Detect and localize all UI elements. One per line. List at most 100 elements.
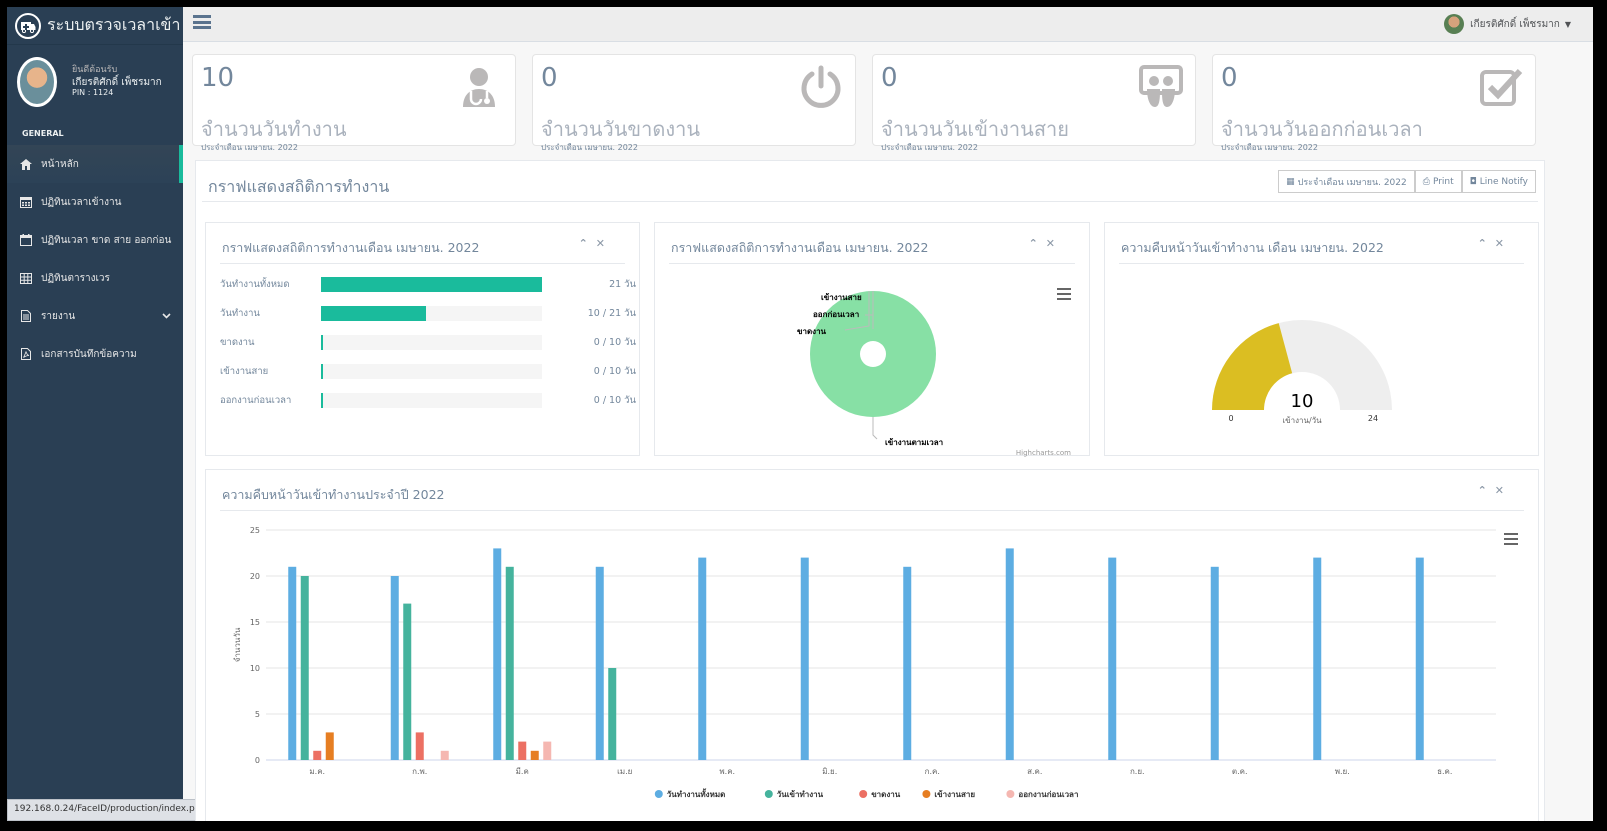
chart-menu-icon[interactable]: [1504, 533, 1518, 548]
legend-label[interactable]: เข้างานสาย: [934, 789, 975, 799]
bar[interactable]: [493, 548, 502, 760]
pie-label: ออกก่อนเวลา: [813, 310, 859, 319]
collapse-icon[interactable]: ⌃: [1028, 237, 1038, 250]
bar[interactable]: [415, 732, 424, 760]
legend-label[interactable]: วันทำงานทั้งหมด: [667, 788, 726, 799]
tile-sub: ประจำเดือน เมษายน. 2022: [881, 143, 978, 152]
tile-label: จำนวนวันออกก่อนเวลา: [1221, 117, 1423, 141]
bar[interactable]: [1210, 566, 1219, 760]
bar[interactable]: [608, 668, 617, 760]
tile-count: 0: [881, 63, 898, 93]
file-icon: [19, 310, 33, 322]
legend-label[interactable]: ออกงานก่อนเวลา: [1018, 790, 1078, 799]
legend-label[interactable]: ขาดงาน: [871, 790, 901, 799]
calendar-icon: ▦: [1286, 176, 1295, 187]
legend-marker[interactable]: [1006, 790, 1015, 798]
sidebar-item-label: ปฏิทินตารางเวร: [41, 272, 110, 284]
sidebar-item-absence-calendar[interactable]: ปฏิทินเวลา ขาด สาย ออกก่อน: [7, 221, 183, 259]
bar[interactable]: [390, 576, 399, 760]
bar[interactable]: [325, 732, 334, 760]
progress-value: 10 / 21 วัน: [587, 308, 636, 319]
check-square-icon: [1479, 65, 1523, 109]
sidebar-item-checkin-calendar[interactable]: ปฏิทินเวลาเข้างาน: [7, 183, 183, 221]
pie-hole: [860, 341, 886, 367]
menu-toggle-icon[interactable]: [193, 15, 211, 29]
progress-value: 0 / 10 วัน: [593, 395, 636, 406]
progress-fill: [321, 393, 323, 408]
bar[interactable]: [1313, 557, 1322, 760]
close-icon[interactable]: ✕: [1045, 237, 1055, 250]
close-icon[interactable]: ✕: [1494, 237, 1504, 250]
legend-marker[interactable]: [654, 790, 663, 798]
box-title: ความคืบหน้าวันเข้าทำงาน เดือน เมษายน. 20…: [1121, 240, 1384, 255]
legend-marker[interactable]: [859, 790, 868, 798]
bar[interactable]: [1005, 548, 1014, 760]
sidebar-item-home[interactable]: หน้าหลัก: [7, 145, 183, 183]
bar[interactable]: [288, 566, 297, 760]
line-notify-button[interactable]: ◘ Line Notify: [1461, 170, 1536, 193]
progress-row: เข้างานสาย 0 / 10 วัน: [220, 361, 636, 381]
gauge-min: 0: [1228, 414, 1233, 423]
close-icon[interactable]: ✕: [595, 237, 605, 250]
bar[interactable]: [518, 741, 527, 760]
print-button[interactable]: ⎙ Print: [1414, 170, 1462, 193]
legend-marker[interactable]: [764, 790, 773, 798]
gauge-fill: [1212, 323, 1293, 410]
profile: ยินดีต้อนรับ เกียรติศักดิ์ เพ็ชรมาก PIN …: [7, 45, 183, 115]
print-button-label: Print: [1432, 176, 1454, 187]
y-tick-label: 25: [250, 526, 260, 535]
bar[interactable]: [530, 750, 539, 760]
x-tick-label: ธ.ค.: [1437, 767, 1452, 776]
bar[interactable]: [313, 750, 322, 760]
app-title: ระบบตรวจเวลาเข้า: [47, 15, 181, 34]
bar[interactable]: [1415, 557, 1424, 760]
divider: [1119, 263, 1524, 264]
month-select-button[interactable]: ▦ ประจำเดือน เมษายน. 2022: [1278, 170, 1415, 193]
sidebar-item-shift-calendar[interactable]: ปฏิทินตารางเวร: [7, 259, 183, 297]
bar[interactable]: [595, 566, 604, 760]
welcome-text: ยินดีต้อนรับ: [72, 65, 118, 75]
gauge-value: 10: [1291, 391, 1314, 412]
sidebar-item-memo-documents[interactable]: เอกสารบันทึกข้อความ: [7, 335, 183, 373]
bar[interactable]: [403, 603, 412, 760]
bar[interactable]: [698, 557, 707, 760]
progress-row: วันทำงานทั้งหมด 21 วัน: [220, 274, 636, 294]
collapse-icon[interactable]: ⌃: [578, 237, 588, 250]
bar[interactable]: [1108, 557, 1117, 760]
progress-fill: [321, 277, 542, 292]
chart-menu-icon[interactable]: [1057, 288, 1071, 303]
bar[interactable]: [440, 750, 449, 760]
close-icon[interactable]: ✕: [1494, 484, 1504, 497]
divider: [202, 201, 1538, 202]
progress-fill: [321, 335, 323, 350]
tile-sub: ประจำเดือน เมษายน. 2022: [541, 143, 638, 152]
bar[interactable]: [800, 557, 809, 760]
brand[interactable]: ระบบตรวจเวลาเข้า: [7, 7, 183, 45]
home-icon: [19, 158, 33, 170]
x-tick-label: ส.ค.: [1027, 767, 1042, 776]
legend-label[interactable]: วันเข้าทำงาน: [777, 789, 824, 799]
tile-work-days: 10 จำนวนวันทำงาน ประจำเดือน เมษายน. 2022: [192, 54, 516, 152]
bar[interactable]: [543, 741, 552, 760]
legend-marker[interactable]: [922, 790, 931, 798]
bar[interactable]: [505, 566, 514, 760]
bar[interactable]: [300, 576, 309, 760]
progress-track: [321, 393, 542, 408]
sidebar-item-reports[interactable]: รายงาน: [7, 297, 183, 335]
y-tick-label: 0: [255, 756, 260, 765]
gauge-chart: 10 เข้างาน/วัน 0 24: [1212, 320, 1392, 425]
user-menu[interactable]: เกียรติศักดิ์ เพ็ชรมาก ▼: [1444, 14, 1571, 34]
month-button-label: ประจำเดือน เมษายน. 2022: [1297, 177, 1407, 188]
ambulance-icon: [15, 12, 41, 39]
user-menu-name: เกียรติศักดิ์ เพ็ชรมาก: [1470, 18, 1560, 30]
tile-count: 0: [1221, 63, 1238, 93]
collapse-icon[interactable]: ⌃: [1477, 237, 1487, 250]
bar[interactable]: [903, 566, 912, 760]
avatar: [1444, 14, 1465, 34]
pie-connector: [872, 417, 878, 440]
slideshare-icon: [1139, 65, 1183, 109]
progress-track: [321, 335, 542, 350]
pie-connector: [865, 291, 874, 316]
progress-fill: [321, 364, 323, 379]
collapse-icon[interactable]: ⌃: [1477, 484, 1487, 497]
